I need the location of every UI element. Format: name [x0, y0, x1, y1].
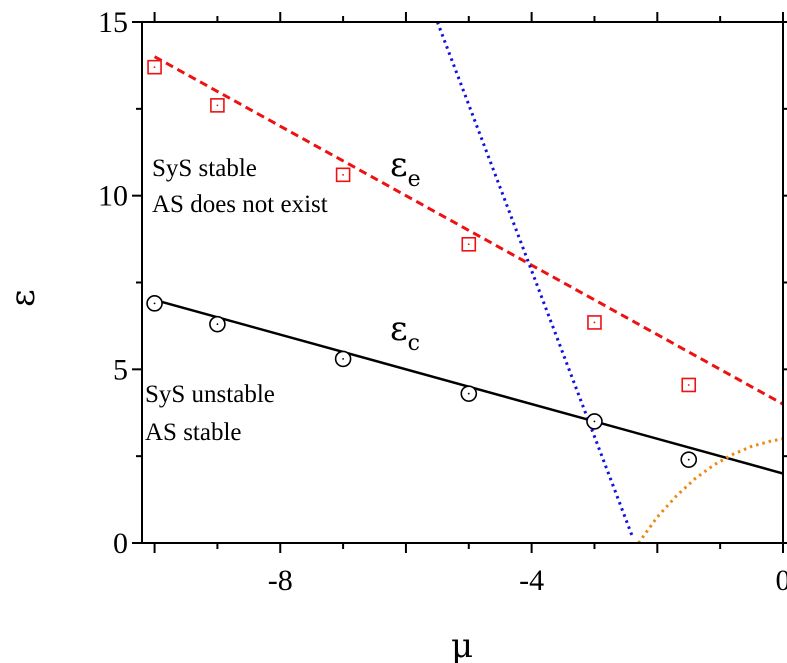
marker-center-dot	[593, 420, 596, 423]
marker-center-dot	[687, 384, 690, 386]
series-line-0	[153, 55, 783, 406]
marker-layer	[146, 59, 698, 468]
series-label-c-sub: c	[408, 331, 420, 356]
region-label-unstable-1: SyS unstable	[145, 381, 275, 408]
series-label-c-main: ε	[390, 309, 408, 349]
marker-center-dot	[467, 243, 470, 246]
series-line-3	[637, 437, 783, 543]
series-label-e-sub: e	[408, 167, 421, 192]
series-label-c: εc	[390, 309, 420, 356]
marker-center-dot	[593, 321, 596, 324]
region-label-stable-2: AS does not exist	[152, 191, 328, 218]
x-tick-label: -8	[268, 564, 293, 597]
region-label-stable-1: SyS stable	[152, 155, 257, 182]
y-axis-label: ε	[3, 289, 43, 307]
x-tick-label: -4	[519, 564, 544, 597]
series-label-e: εe	[390, 145, 421, 192]
marker-center-dot	[342, 173, 344, 176]
text-layer: μ ε εe εc SyS stable AS does not exist S…	[3, 145, 473, 663]
y-tick-label: 5	[113, 353, 128, 386]
marker-center-dot	[153, 302, 156, 305]
marker-center-dot	[216, 104, 219, 107]
marker-center-dot	[216, 323, 219, 326]
series-line-2	[435, 22, 634, 537]
axes: -8 -4 0 0 5 10 15	[98, 6, 787, 597]
marker-center-dot	[153, 66, 156, 69]
marker-center-dot	[467, 392, 470, 395]
marker-center-dot	[342, 358, 344, 360]
series-label-e-main: ε	[390, 145, 408, 185]
x-axis-label: μ	[451, 626, 473, 663]
y-tick-label: 0	[113, 527, 128, 560]
marker-center-dot	[687, 458, 690, 461]
x-tick-label: 0	[776, 564, 787, 597]
region-label-unstable-2: AS stable	[145, 419, 242, 446]
y-tick-label: 15	[98, 6, 128, 39]
plot-area	[146, 22, 783, 543]
y-tick-label: 10	[98, 180, 128, 213]
